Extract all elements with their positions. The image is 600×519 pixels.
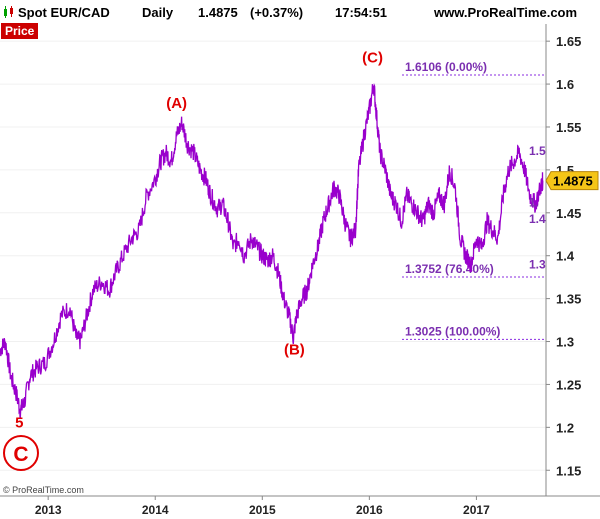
y-tick-label: 1.55 [556, 120, 581, 135]
wave-label: (B) [284, 341, 305, 358]
watermark: © ProRealTime.com [3, 485, 84, 495]
time-label: 17:54:51 [335, 5, 388, 20]
partial-level-label: 1.5 [529, 144, 546, 158]
site-label: www.ProRealTime.com [434, 5, 578, 20]
price-change: (+0.37%) [250, 5, 304, 20]
annotations: 1.5 1. 1.4 1.3 5 (A) (B) (C) [15, 50, 546, 432]
wave-label: (A) [166, 95, 187, 112]
y-tick-label: 1.45 [556, 206, 581, 221]
x-tick-label: 2014 [142, 503, 169, 517]
last-price-value: 1.4875 [553, 174, 593, 189]
last-price-tag: 1.4875 [545, 171, 599, 191]
symbol-name: Spot EUR/CAD [18, 5, 110, 20]
y-tick-label: 1.65 [556, 34, 581, 49]
y-tick-label: 1.4 [556, 249, 575, 264]
last-price: 1.4875 [198, 5, 238, 20]
y-tick-label: 1.2 [556, 420, 574, 435]
y-tick-label: 1.3 [556, 335, 574, 350]
x-tick-label: 2015 [249, 503, 276, 517]
y-axis: 1.151.21.251.31.351.41.451.51.551.61.65 [546, 34, 581, 478]
partial-level-label: 1. [529, 196, 539, 210]
fib-level-label: 1.3752 (76.40%) [405, 262, 494, 276]
partial-level-label: 1.3 [529, 257, 546, 271]
candlestick-icon [3, 6, 15, 21]
fib-level-label: 1.3025 (100.00%) [405, 324, 500, 338]
x-axis: 2013 2014 2015 2016 2017 [35, 496, 490, 517]
y-tick-label: 1.35 [556, 292, 581, 307]
x-tick-label: 2017 [463, 503, 490, 517]
wave-circle-label: C [13, 443, 28, 466]
chart-header: Spot EUR/CAD Daily 1.4875 (+0.37%) 17:54… [0, 0, 600, 24]
period-label: Daily [142, 5, 174, 20]
y-tick-label: 1.25 [556, 377, 581, 392]
y-tick-label: 1.15 [556, 463, 581, 478]
fib-level-label: 1.6106 (0.00%) [405, 60, 487, 74]
plot-area: 1.6106 (0.00%) 1.3752 (76.40%) 1.3025 (100… [0, 40, 546, 471]
x-tick-label: 2016 [356, 503, 383, 517]
wave-circle [3, 435, 39, 471]
wave-label: (C) [362, 50, 383, 67]
price-panel-label: Price [1, 23, 39, 39]
price-line [0, 82, 544, 419]
x-tick-label: 2013 [35, 503, 62, 517]
last-price-box [545, 171, 599, 191]
partial-level-label: 1.4 [529, 212, 546, 226]
y-tick-label: 1.6 [556, 77, 574, 92]
wave-label: 5 [15, 414, 23, 431]
